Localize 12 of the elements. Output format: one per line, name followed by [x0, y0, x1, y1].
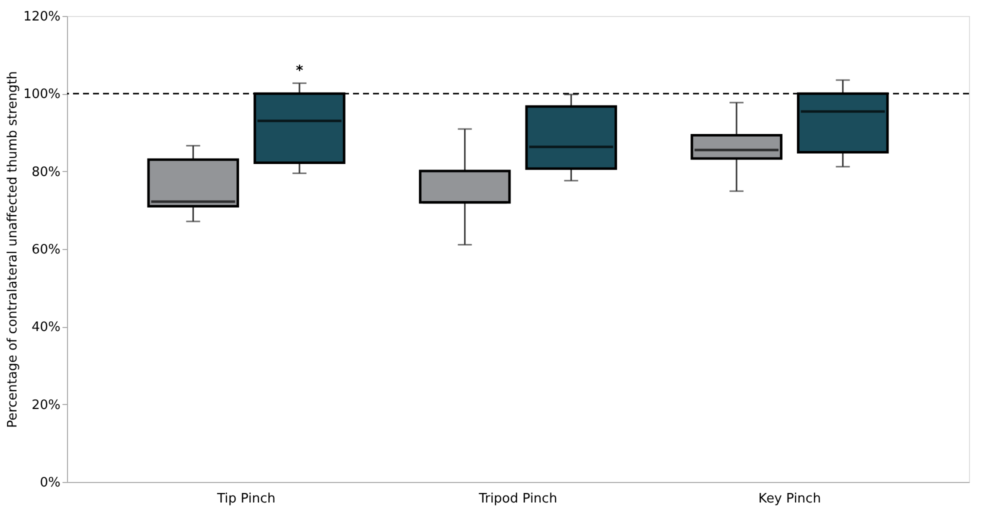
- y-tick-label: 60%: [32, 242, 60, 258]
- y-tick-label: 0%: [40, 476, 60, 490]
- y-axis-title: Percentage of contralateral unaffected thumb strength: [5, 71, 20, 428]
- y-tick-label: 100%: [23, 87, 60, 102]
- x-tick-label: Tip Pinch: [216, 492, 276, 506]
- y-tick-label: 20%: [32, 398, 60, 413]
- y-tick-label: 80%: [32, 164, 60, 180]
- y-tick-label: 120%: [23, 10, 60, 24]
- x-tick-label: Key Pinch: [758, 492, 821, 506]
- x-tick-label: Tripod Pinch: [478, 492, 558, 506]
- y-tick-label: 40%: [32, 320, 60, 336]
- annotation: *: [296, 63, 304, 80]
